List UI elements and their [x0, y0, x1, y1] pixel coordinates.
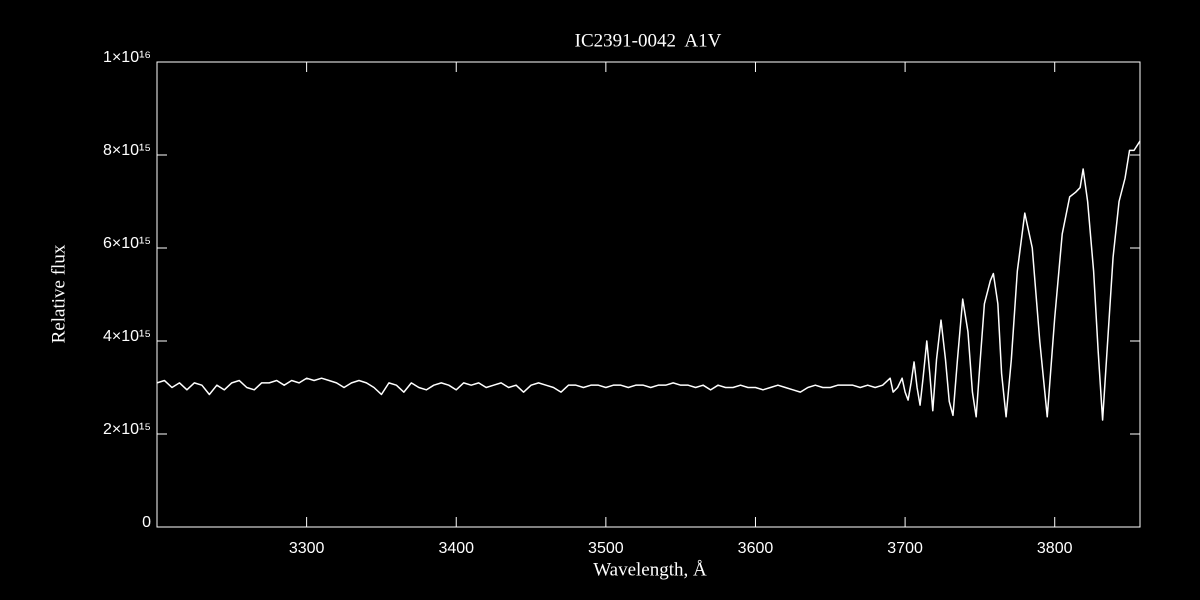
x-axis-label: Wavelength, Å: [593, 559, 707, 580]
x-tick-label: 3700: [887, 540, 923, 557]
y-tick-label: 4×10¹⁵: [103, 328, 151, 345]
x-tick-label: 3500: [588, 540, 624, 557]
x-tick-label: 3800: [1037, 540, 1073, 557]
y-tick-label: 6×10¹⁵: [103, 235, 151, 252]
y-tick-label: 2×10¹⁵: [103, 421, 151, 438]
plot-frame: [156, 61, 1141, 528]
y-tick-label: 1×10¹⁶: [103, 49, 151, 66]
y-tick-label: 8×10¹⁵: [103, 142, 151, 159]
y-tick-label: 0: [142, 514, 151, 531]
x-tick-label: 3400: [438, 540, 474, 557]
chart-title: IC2391-0042 A1V: [575, 30, 722, 51]
x-tick-label: 3600: [738, 540, 774, 557]
x-tick-label: 3300: [289, 540, 325, 557]
spectrum-line: [156, 140, 1141, 421]
y-axis-label: Relative flux: [48, 244, 69, 343]
